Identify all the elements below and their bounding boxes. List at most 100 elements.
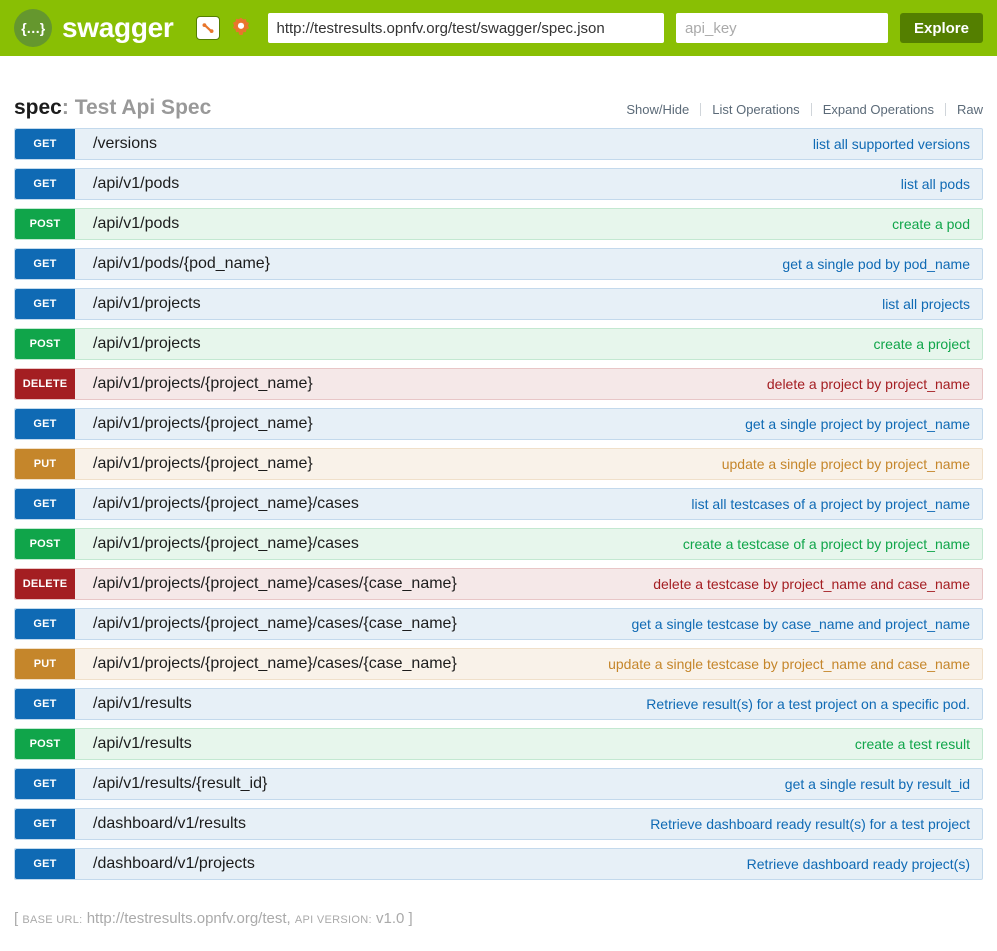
operation-path[interactable]: /api/v1/projects/{project_name} — [93, 455, 313, 472]
operation-description[interactable]: list all projects — [882, 296, 970, 312]
list-operations-link[interactable]: List Operations — [712, 102, 800, 117]
operation-description[interactable]: list all supported versions — [812, 136, 970, 152]
operation-method-badge[interactable]: DELETE — [15, 369, 75, 399]
operation-description[interactable]: Retrieve dashboard ready project(s) — [746, 856, 970, 872]
operation-row[interactable]: GET/versions list all supported versions — [14, 128, 983, 160]
operation-row[interactable]: GET/api/v1/results Retrieve result(s) for… — [14, 688, 983, 720]
operation-method-badge[interactable]: POST — [15, 729, 75, 759]
operation-path[interactable]: /api/v1/pods — [93, 175, 180, 192]
explore-button[interactable]: Explore — [899, 13, 983, 43]
operation-description[interactable]: get a single project by project_name — [745, 416, 970, 432]
operation-description[interactable]: create a testcase of a project by projec… — [682, 536, 970, 552]
operation-method-badge[interactable]: GET — [15, 689, 75, 719]
operation-row[interactable]: GET/api/v1/results/{result_id} get a sing… — [14, 768, 983, 800]
operation-description[interactable]: delete a project by project_name — [766, 376, 970, 392]
operation-description[interactable]: list all pods — [900, 176, 970, 192]
operation-method-badge[interactable]: POST — [15, 329, 75, 359]
operation-method-badge[interactable]: GET — [15, 169, 75, 199]
operation-method-badge[interactable]: POST — [15, 209, 75, 239]
footer-open-bracket: [ — [14, 910, 19, 927]
options-divider — [700, 103, 702, 116]
operation-row[interactable]: GET/dashboard/v1/results Retrieve dashboa… — [14, 808, 983, 840]
operation-path[interactable]: /versions — [93, 135, 158, 152]
operation-description[interactable]: get a single pod by pod_name — [782, 256, 970, 272]
operation-row[interactable]: GET/api/v1/projects/{project_name}/cases… — [14, 488, 983, 520]
operation-row[interactable]: GET/api/v1/pods/{pod_name} get a single p… — [14, 248, 983, 280]
operation-path[interactable]: /api/v1/projects/{project_name}/cases/{c… — [93, 575, 457, 592]
operation-description[interactable]: Retrieve result(s) for a test project on… — [646, 696, 970, 712]
operation-path[interactable]: /api/v1/results/{result_id} — [93, 775, 268, 792]
operation-path[interactable]: /api/v1/projects/{project_name} — [93, 375, 313, 392]
operation-row[interactable]: PUT/api/v1/projects/{project_name}/cases… — [14, 648, 983, 680]
expand-operations-link[interactable]: Expand Operations — [822, 102, 934, 117]
operation-method-badge[interactable]: GET — [15, 849, 75, 879]
operation-row[interactable]: GET/api/v1/projects/{project_name} get a … — [14, 408, 983, 440]
operation-method-badge[interactable]: GET — [15, 289, 75, 319]
operation-row[interactable]: POST/api/v1/projects create a project — [14, 328, 983, 360]
operation-method-badge[interactable]: GET — [15, 129, 75, 159]
operation-path[interactable]: /api/v1/projects/{project_name}/cases — [93, 535, 359, 552]
operation-description[interactable]: Retrieve dashboard ready result(s) for a… — [650, 816, 970, 832]
operation-description[interactable]: list all testcases of a project by proje… — [691, 496, 970, 512]
operation-path[interactable]: /api/v1/projects/{project_name}/cases/{c… — [93, 615, 457, 632]
operation-path[interactable]: /dashboard/v1/results — [93, 815, 246, 832]
operation-method-badge[interactable]: GET — [15, 409, 75, 439]
base-url-label: BASE URL: — [22, 914, 83, 926]
brand-title: swagger — [62, 12, 174, 43]
operation-method-badge[interactable]: DELETE — [15, 569, 75, 599]
operation-row[interactable]: GET/dashboard/v1/projects Retrieve dashbo… — [14, 848, 983, 880]
swagger-braces-logo-icon: {…} — [14, 9, 52, 47]
operation-description[interactable]: update a single project by project_name — [721, 456, 970, 472]
operation-method-badge[interactable]: GET — [15, 809, 75, 839]
spec-url-input[interactable] — [267, 13, 664, 43]
api-version-label: API VERSION: — [294, 914, 372, 926]
operation-row[interactable]: GET/api/v1/pods list all pods — [14, 168, 983, 200]
operation-method-badge[interactable]: POST — [15, 529, 75, 559]
gear-icon[interactable] — [228, 15, 254, 41]
operation-description[interactable]: update a single testcase by project_name… — [608, 656, 970, 672]
swagger-topbar: {…} swagger Explore — [0, 0, 997, 56]
raw-link[interactable]: Raw — [956, 102, 983, 117]
operation-path[interactable]: /api/v1/pods/{pod_name} — [93, 255, 271, 272]
footer-comma: , — [286, 910, 291, 927]
operation-path[interactable]: /dashboard/v1/projects — [93, 855, 255, 872]
api-key-input[interactable] — [675, 13, 888, 43]
operation-method-badge[interactable]: PUT — [15, 449, 75, 479]
operation-row[interactable]: POST/api/v1/projects/{project_name}/case… — [14, 528, 983, 560]
operation-row[interactable]: POST/api/v1/results create a test result — [14, 728, 983, 760]
operation-method-badge[interactable]: PUT — [15, 649, 75, 679]
operation-description[interactable]: get a single testcase by case_name and p… — [631, 616, 970, 632]
operation-method-badge[interactable]: GET — [15, 489, 75, 519]
operation-path[interactable]: /api/v1/results — [93, 695, 192, 712]
operation-path[interactable]: /api/v1/pods — [93, 215, 180, 232]
operation-description[interactable]: delete a testcase by project_name and ca… — [653, 576, 970, 592]
operations-list: GET/versions list all supported versions G… — [14, 128, 983, 880]
swagger-logo-link[interactable]: {…} swagger — [14, 9, 174, 47]
operation-row[interactable]: GET/api/v1/projects list all projects — [14, 288, 983, 320]
operation-description[interactable]: create a pod — [892, 216, 970, 232]
operation-path[interactable]: /api/v1/projects/{project_name}/cases — [93, 495, 359, 512]
operation-method-badge[interactable]: GET — [15, 609, 75, 639]
page-title: spec: Test Api Spec — [14, 96, 211, 120]
resource-header: spec: Test Api Spec Show/Hide List Opera… — [14, 56, 983, 128]
operation-description[interactable]: get a single result by result_id — [784, 776, 970, 792]
show-hide-link[interactable]: Show/Hide — [626, 102, 690, 117]
operation-description[interactable]: create a test result — [854, 736, 970, 752]
operation-path[interactable]: /api/v1/projects — [93, 295, 201, 312]
operation-path[interactable]: /api/v1/projects/{project_name}/cases/{c… — [93, 655, 457, 672]
operation-description[interactable]: create a project — [873, 336, 971, 352]
operation-row[interactable]: PUT/api/v1/projects/{project_name} update… — [14, 448, 983, 480]
operation-path[interactable]: /api/v1/projects/{project_name} — [93, 415, 313, 432]
operation-path[interactable]: /api/v1/results — [93, 735, 192, 752]
operation-row[interactable]: DELETE/api/v1/projects/{project_name}/ca… — [14, 568, 983, 600]
operation-row[interactable]: DELETE/api/v1/projects/{project_name} del… — [14, 368, 983, 400]
options-divider — [810, 103, 812, 116]
api-version-value: v1.0 — [375, 910, 405, 927]
resource-name[interactable]: spec — [14, 96, 62, 119]
operation-path[interactable]: /api/v1/projects — [93, 335, 201, 352]
operation-method-badge[interactable]: GET — [15, 249, 75, 279]
operation-row[interactable]: GET/api/v1/projects/{project_name}/cases… — [14, 608, 983, 640]
operation-method-badge[interactable]: GET — [15, 769, 75, 799]
wrench-icon[interactable] — [195, 16, 220, 40]
operation-row[interactable]: POST/api/v1/pods create a pod — [14, 208, 983, 240]
